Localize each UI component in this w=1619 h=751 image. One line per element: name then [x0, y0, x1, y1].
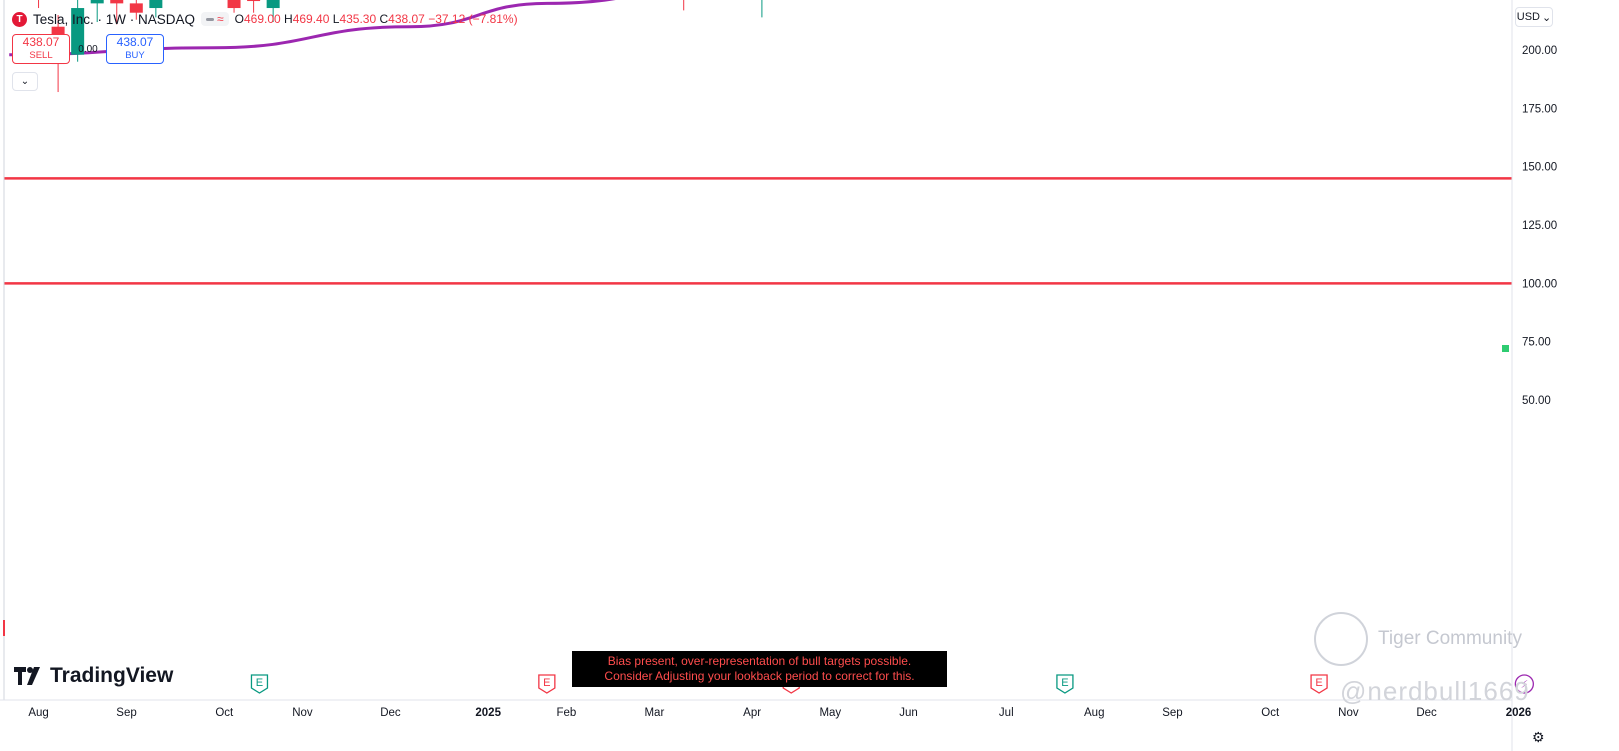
chevron-down-icon: ⌄ — [20, 76, 30, 87]
candle-body — [266, 0, 280, 9]
event-marker-glyph: ⚡ — [1520, 678, 1528, 691]
bias-warning: Bias present, over-representation of bul… — [572, 651, 947, 687]
earnings-marker-letter: E — [543, 677, 550, 689]
symbol-title[interactable]: Tesla, Inc. · 1W · NASDAQ — [33, 11, 196, 27]
time-tick-label: Jun — [899, 707, 918, 719]
wave-icon: ≈ — [217, 12, 224, 26]
time-tick-label: Sep — [1162, 707, 1182, 719]
candle-body — [90, 0, 104, 4]
earnings-marker — [250, 674, 269, 694]
earnings-marker — [1056, 674, 1074, 694]
candle-body — [247, 0, 261, 2]
settings-gear-icon[interactable]: ⚙ — [1532, 729, 1545, 745]
time-tick-label: Apr — [743, 707, 761, 719]
price-tick-label: 50.00 — [1522, 395, 1551, 407]
time-tick-label: Oct — [215, 707, 234, 719]
earnings-markers: EEEEE⚡ — [3, 345, 1534, 694]
candle-body — [110, 0, 124, 4]
time-axis[interactable]: Aug Sep Oct Nov Dec 2025 Feb Mar Apr May Jun Jul Aug… — [0, 699, 1532, 719]
trade-panel: 438.07 SELL 0.00 438.07 BUY — [12, 34, 164, 64]
horizontal-levels — [4, 177, 1512, 285]
earnings-marker — [538, 674, 556, 694]
ma-line — [9, 0, 616, 57]
time-tick-label: Dec — [1416, 707, 1437, 719]
moving-average — [9, 0, 616, 57]
dash-icon — [206, 17, 215, 21]
tradingview-logo-icon — [14, 667, 40, 685]
chevron-down-icon: ⌄ — [1542, 11, 1552, 24]
symbol-header: T Tesla, Inc. · 1W · NASDAQ ≈ O469.00 H4… — [12, 9, 518, 29]
time-tick-label: May — [819, 707, 841, 719]
tesla-logo-icon: T — [12, 11, 27, 27]
time-tick-label: Feb — [556, 707, 576, 719]
watermark: Tiger Community @nerdbull1669 — [1314, 612, 1614, 722]
price-tick-label: 200.00 — [1522, 45, 1557, 57]
price-change: −37.12 (−7.81%) — [428, 12, 518, 26]
time-tick-label: Nov — [1338, 707, 1359, 719]
earnings-marker-letter: E — [1061, 677, 1068, 689]
price-tick-label: 125.00 — [1522, 220, 1557, 232]
earnings-marker — [1310, 674, 1328, 694]
time-tick-label: 2026 — [1506, 707, 1532, 719]
time-tick-label: Aug — [28, 707, 48, 719]
collapse-legend-button[interactable]: ⌄ — [12, 72, 38, 91]
price-tick-label: 100.00 — [1522, 278, 1557, 290]
earnings-marker-letter: E — [1315, 677, 1322, 689]
ohlc-values: O469.00 H469.40 L435.30 C438.07 −37.12 (… — [234, 12, 518, 26]
time-tick-label: Sep — [116, 707, 136, 719]
currency-selector[interactable]: USD ⌄ — [1515, 7, 1553, 27]
price-tick-label: 175.00 — [1522, 103, 1557, 115]
candle-body — [149, 0, 163, 9]
event-marker — [1514, 674, 1534, 694]
price-axis[interactable]: 575.00550.00525.00500.00475.00450.00425.… — [3, 0, 1561, 751]
level-handle — [1502, 345, 1509, 352]
time-tick-label: Oct — [1261, 707, 1280, 719]
time-tick-label: Mar — [644, 707, 664, 719]
candle-body — [227, 0, 241, 9]
candle-body — [129, 3, 143, 13]
spread-value: 0.00 — [78, 43, 98, 55]
price-tick-label: 150.00 — [1522, 162, 1557, 174]
buy-button[interactable]: 438.07 BUY — [106, 34, 164, 64]
candle-body — [71, 8, 85, 55]
price-tick-label: 75.00 — [1522, 337, 1551, 349]
tradingview-logo[interactable]: TradingView — [14, 664, 173, 688]
time-tick-label: Aug — [1084, 707, 1104, 719]
earnings-marker-letter: E — [256, 677, 263, 689]
time-tick-label: Jul — [999, 707, 1014, 719]
time-tick-label: 2025 — [475, 707, 501, 719]
sell-button[interactable]: 438.07 SELL — [12, 34, 70, 64]
time-tick-label: Dec — [380, 707, 401, 719]
tiger-logo-icon — [1314, 612, 1368, 666]
time-tick-label: Nov — [292, 707, 313, 719]
indicator-toggle[interactable]: ≈ — [201, 12, 229, 26]
